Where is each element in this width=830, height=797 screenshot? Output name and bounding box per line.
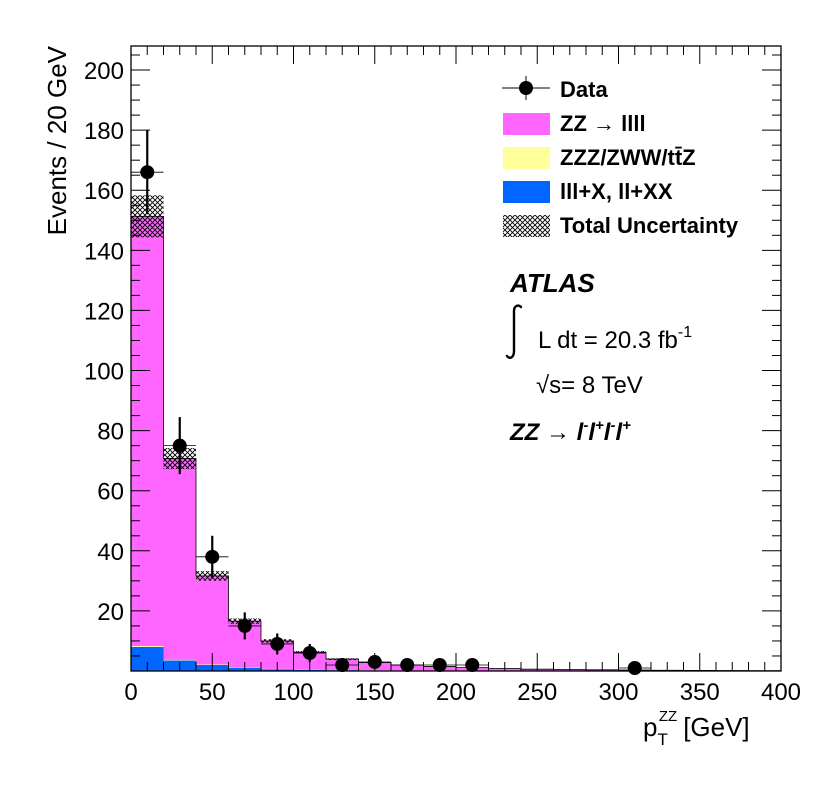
legend-item-unc: Total Uncertainty	[503, 213, 739, 238]
legend-zz-label: ZZ → llll	[560, 111, 646, 136]
x-tick-label-300: 300	[598, 679, 638, 706]
energy-sqrt: √	[536, 372, 550, 399]
energy-label: √s= 8 TeV	[536, 372, 643, 399]
x-axis-label-sup: ZZ	[659, 708, 677, 725]
histogram-bars	[130, 215, 782, 672]
legend-item-zz: ZZ → llll	[503, 111, 646, 136]
x-tick-label-100: 100	[273, 679, 313, 706]
y-tick-label-180: 180	[84, 118, 124, 145]
energy-text: s= 8 TeV	[549, 372, 643, 399]
legend-item-data: Data	[502, 76, 608, 102]
x-axis-label-main: p	[643, 712, 657, 742]
legend-unc-label: Total Uncertainty	[560, 213, 739, 238]
y-tick-label-200: 200	[84, 58, 124, 85]
channel-part-2: l	[577, 419, 585, 446]
x-tick-label-200: 200	[436, 679, 476, 706]
x-tick-label-0: 0	[124, 679, 137, 706]
channel-sup-3: +	[595, 417, 604, 434]
bar-zz-llll-bin-1	[163, 458, 196, 660]
y-tick-label-100: 100	[84, 359, 124, 386]
channel-part-1: →	[539, 419, 576, 446]
legend-bkg-swatch	[503, 181, 550, 203]
x-axis-label-sub: T	[657, 730, 667, 749]
data-point-3	[237, 618, 252, 633]
channel-sup-4: -	[610, 417, 615, 434]
bar-zzz-zww-ttz-bin-0	[131, 646, 164, 647]
lumi-text: L dt = 20.3 fb	[538, 327, 678, 354]
channel-label: ZZ → l-l+l-l+	[509, 417, 631, 446]
y-tick-label-20: 20	[97, 599, 124, 626]
y-axis-label: Events / 20 GeV	[42, 45, 72, 235]
integral-sign-icon	[505, 304, 523, 359]
x-tick-label-50: 50	[199, 679, 226, 706]
lumi-sup: -1	[678, 324, 692, 341]
channel-sup-5: +	[622, 417, 631, 434]
y-tick-label-80: 80	[97, 419, 124, 446]
data-point-5	[302, 645, 317, 660]
y-tick-label-60: 60	[97, 479, 124, 506]
axes: 0 50 100 150 200 250 300 350 400 20 40 60 80 100 120 14…	[84, 45, 801, 706]
y-tick-label-160: 160	[84, 178, 124, 205]
experiment-label: ATLAS	[509, 268, 595, 298]
y-tick-label-40: 40	[97, 539, 124, 566]
x-tick-label-350: 350	[680, 679, 720, 706]
y-tick-label-140: 140	[84, 238, 124, 265]
legend-unc-swatch	[503, 215, 550, 237]
data-point-4	[270, 636, 285, 651]
lumi-label: L dt = 20.3 fb-1	[538, 324, 692, 354]
x-axis-label: pT ZZ [GeV]	[643, 708, 750, 749]
legend-zz-swatch	[503, 113, 550, 135]
channel-part-0: ZZ	[509, 419, 541, 446]
legend-item-bkg: lll+X, ll+XX	[503, 179, 673, 204]
bar-zz-llll-bin-2	[196, 575, 229, 665]
channel-sup-2: -	[583, 417, 588, 434]
x-axis-label-unit: [GeV]	[683, 712, 749, 742]
y-tick-label-120: 120	[84, 298, 124, 325]
x-tick-label-400: 400	[761, 679, 801, 706]
stack-outline	[130, 215, 782, 672]
bar-zz-llll-bin-0	[131, 216, 164, 647]
data-point-2	[205, 549, 220, 564]
data-point-0	[140, 165, 155, 180]
legend-item-zzz: ZZZ/ZWW/tt̄Z	[503, 145, 696, 170]
legend: Data ZZ → llll ZZZ/ZWW/tt̄Z lll+X, ll+XX…	[502, 76, 739, 238]
channel-part-4: l	[604, 419, 612, 446]
channel-part-3: l	[588, 419, 596, 446]
legend-data-marker	[519, 81, 533, 95]
legend-bkg-label: lll+X, ll+XX	[560, 179, 673, 204]
channel-part-5: l	[615, 419, 623, 446]
data-point-1	[172, 438, 187, 453]
bar-zzz-zww-ttz-bin-1	[163, 659, 196, 661]
annotation: ATLAS L dt = 20.3 fb-1 √s= 8 TeV ZZ → l-…	[505, 268, 692, 446]
legend-zzz-label: ZZZ/ZWW/tt̄Z	[560, 145, 696, 170]
legend-zzz-swatch	[503, 147, 550, 169]
x-tick-label-150: 150	[355, 679, 395, 706]
legend-data-label: Data	[560, 77, 608, 102]
x-tick-label-250: 250	[517, 679, 557, 706]
